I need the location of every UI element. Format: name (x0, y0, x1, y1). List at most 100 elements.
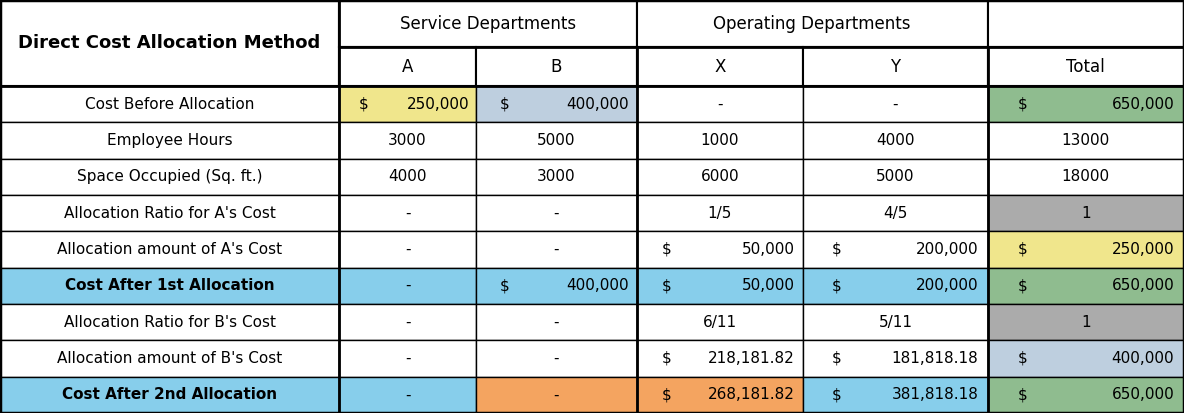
Text: 4000: 4000 (388, 169, 426, 184)
Text: 6000: 6000 (701, 169, 739, 184)
Text: $: $ (1018, 242, 1028, 257)
Text: $: $ (662, 242, 671, 257)
Text: Cost After 1st Allocation: Cost After 1st Allocation (65, 278, 275, 293)
Text: -: - (405, 351, 411, 366)
Text: 3000: 3000 (388, 133, 427, 148)
Bar (637, 195, 803, 231)
Bar (476, 159, 637, 195)
Bar (987, 47, 1184, 86)
Bar (0, 195, 339, 231)
Text: Operating Departments: Operating Departments (714, 15, 910, 33)
Text: 381,818.18: 381,818.18 (892, 387, 978, 402)
Bar (803, 195, 987, 231)
Text: $: $ (1018, 278, 1028, 293)
Bar (987, 122, 1184, 159)
Bar (339, 0, 637, 47)
Bar (803, 304, 987, 340)
Bar (987, 340, 1184, 377)
Bar (339, 340, 476, 377)
Text: $: $ (500, 278, 510, 293)
Text: Allocation amount of B's Cost: Allocation amount of B's Cost (57, 351, 282, 366)
Bar (987, 231, 1184, 268)
Bar (637, 231, 803, 268)
Bar (803, 377, 987, 413)
Bar (637, 159, 803, 195)
Text: Cost Before Allocation: Cost Before Allocation (85, 97, 255, 112)
Text: $: $ (359, 97, 368, 112)
Bar (0, 122, 339, 159)
Bar (339, 268, 476, 304)
Text: 400,000: 400,000 (566, 97, 629, 112)
Bar (339, 195, 476, 231)
Bar (803, 86, 987, 122)
Text: Allocation amount of A's Cost: Allocation amount of A's Cost (57, 242, 282, 257)
Text: 200,000: 200,000 (915, 242, 978, 257)
Text: $: $ (831, 351, 842, 366)
Text: -: - (554, 387, 559, 402)
Bar (476, 195, 637, 231)
Bar (339, 122, 476, 159)
Bar (637, 377, 803, 413)
Text: 200,000: 200,000 (915, 278, 978, 293)
Text: $: $ (500, 97, 510, 112)
Text: 1/5: 1/5 (708, 206, 732, 221)
Bar (0, 268, 339, 304)
Bar (476, 122, 637, 159)
Text: $: $ (1018, 97, 1028, 112)
Text: -: - (405, 387, 411, 402)
Text: 13000: 13000 (1062, 133, 1109, 148)
Text: -: - (405, 242, 411, 257)
Bar (339, 304, 476, 340)
Text: Direct Cost Allocation Method: Direct Cost Allocation Method (19, 34, 321, 52)
Text: $: $ (1018, 351, 1028, 366)
Bar (803, 268, 987, 304)
Bar (637, 340, 803, 377)
Text: 650,000: 650,000 (1112, 97, 1175, 112)
Bar (803, 340, 987, 377)
Text: -: - (893, 97, 899, 112)
Text: $: $ (831, 242, 842, 257)
Text: $: $ (662, 387, 671, 402)
Bar (637, 0, 987, 47)
Text: -: - (405, 278, 411, 293)
Text: -: - (405, 206, 411, 221)
Bar (637, 122, 803, 159)
Text: 50,000: 50,000 (742, 242, 794, 257)
Text: 6/11: 6/11 (703, 315, 736, 330)
Text: Service Departments: Service Departments (400, 15, 575, 33)
Text: 400,000: 400,000 (566, 278, 629, 293)
Text: 5000: 5000 (538, 133, 575, 148)
Bar (476, 47, 637, 86)
Text: Allocation Ratio for A's Cost: Allocation Ratio for A's Cost (64, 206, 276, 221)
Bar (0, 340, 339, 377)
Bar (0, 304, 339, 340)
Text: -: - (554, 351, 559, 366)
Text: 50,000: 50,000 (742, 278, 794, 293)
Bar (339, 377, 476, 413)
Text: Space Occupied (Sq. ft.): Space Occupied (Sq. ft.) (77, 169, 263, 184)
Bar (637, 268, 803, 304)
Text: -: - (554, 206, 559, 221)
Text: $: $ (831, 278, 842, 293)
Bar (803, 122, 987, 159)
Bar (476, 268, 637, 304)
Text: Employee Hours: Employee Hours (107, 133, 232, 148)
Bar (637, 304, 803, 340)
Bar (339, 231, 476, 268)
Text: A: A (401, 58, 413, 76)
Bar (0, 377, 339, 413)
Text: X: X (714, 58, 726, 76)
Text: 250,000: 250,000 (1112, 242, 1175, 257)
Text: 250,000: 250,000 (406, 97, 469, 112)
Bar (637, 86, 803, 122)
Bar (987, 377, 1184, 413)
Bar (637, 47, 803, 86)
Bar (0, 86, 339, 122)
Text: -: - (554, 242, 559, 257)
Bar (476, 340, 637, 377)
Bar (803, 47, 987, 86)
Text: Cost After 2nd Allocation: Cost After 2nd Allocation (62, 387, 277, 402)
Bar (987, 0, 1184, 47)
Bar (476, 231, 637, 268)
Bar (987, 268, 1184, 304)
